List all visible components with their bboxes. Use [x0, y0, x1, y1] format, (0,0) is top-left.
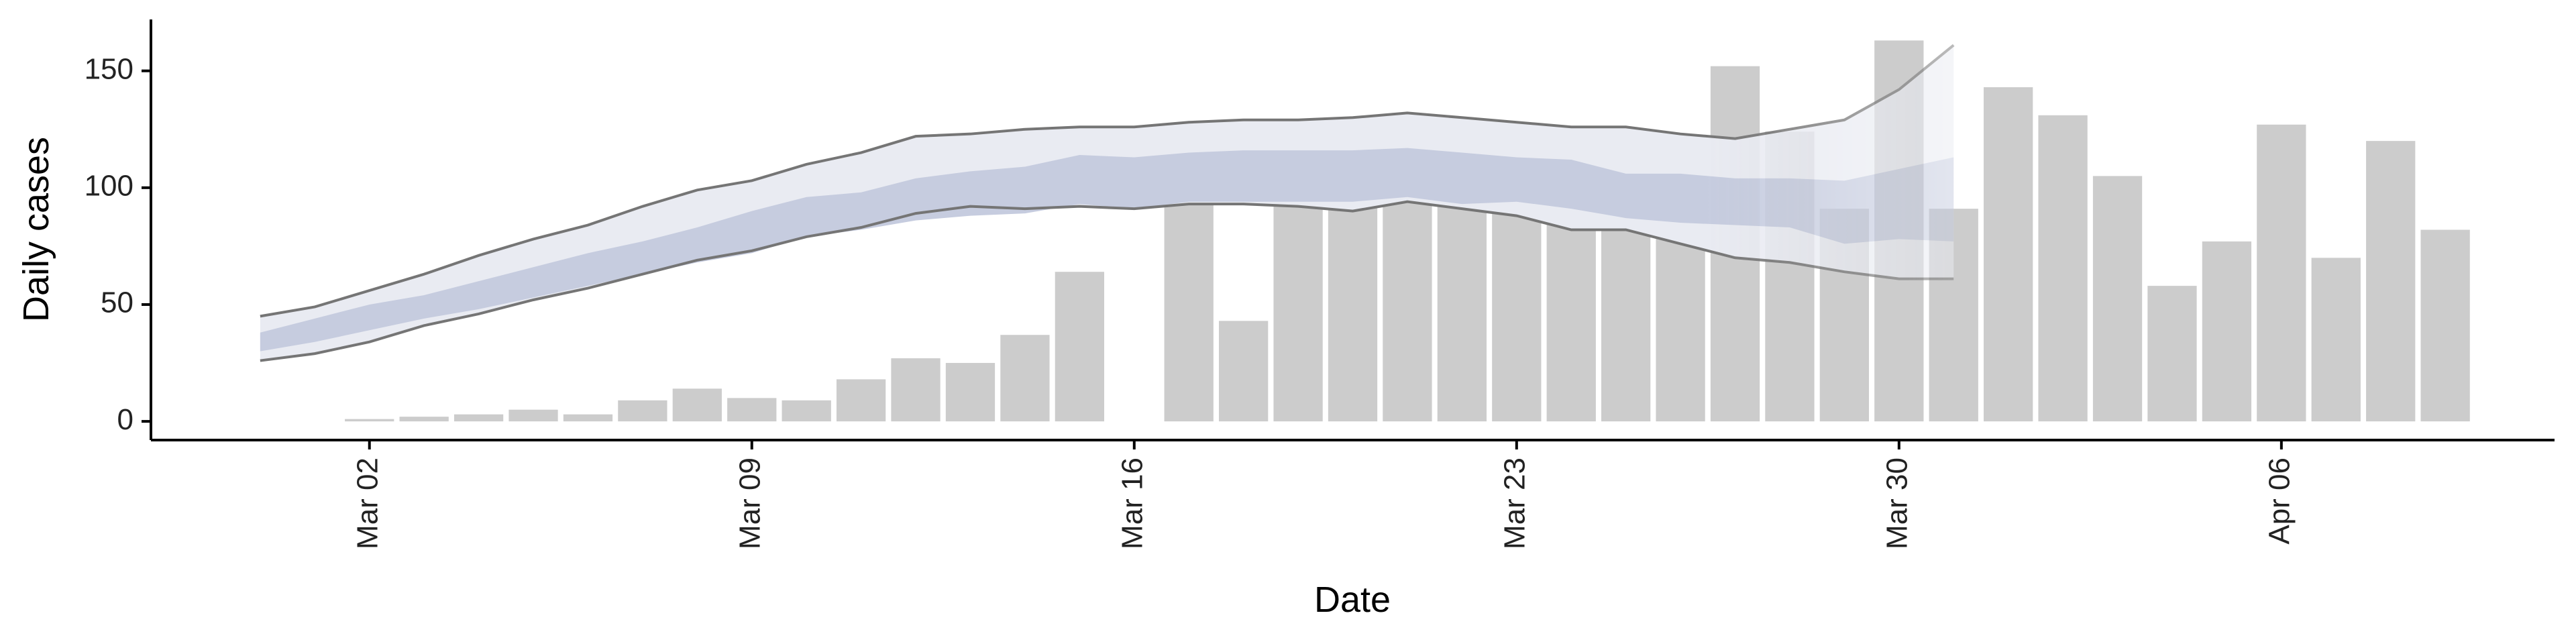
bar	[891, 358, 941, 422]
bar	[453, 414, 504, 422]
axes: 0 50 100 150 Mar 02 Mar 09 Mar 16 Mar 23 Mar 30 A…	[85, 19, 2555, 549]
x-tick-label: Apr 06	[2263, 458, 2296, 545]
x-tick-label: Mar 02	[351, 458, 384, 549]
y-axis-title: Daily cases	[16, 137, 56, 322]
bar	[2420, 229, 2470, 422]
x-axis-title: Date	[1314, 580, 1391, 620]
bar	[1984, 87, 2033, 422]
bar	[1000, 335, 1050, 422]
bar	[1218, 321, 1269, 422]
x-tick-label: Mar 16	[1116, 458, 1148, 549]
bar	[1164, 164, 1214, 422]
y-tick-label: 150	[85, 52, 133, 85]
bar	[618, 400, 667, 422]
bar	[727, 398, 777, 422]
bar	[399, 417, 449, 422]
bar	[2311, 258, 2361, 422]
bar	[2257, 124, 2306, 422]
model-bands	[260, 44, 1955, 362]
x-tick-label: Mar 09	[733, 458, 766, 549]
bar	[1328, 180, 1378, 422]
bar	[1055, 272, 1104, 422]
bar	[672, 388, 722, 422]
bar	[1273, 199, 1323, 422]
bar	[2092, 176, 2143, 422]
bar	[1383, 187, 1432, 422]
x-tick-label: Mar 23	[1498, 458, 1531, 549]
bar	[2038, 115, 2088, 422]
band-area	[260, 148, 1954, 352]
bar	[2147, 286, 2197, 422]
bar	[345, 419, 394, 422]
bar	[563, 414, 613, 422]
bar	[2202, 241, 2252, 422]
y-tick-label: 50	[101, 286, 133, 319]
bar	[1601, 215, 1651, 422]
y-tick-label: 0	[117, 403, 133, 436]
bar	[782, 400, 831, 422]
bar	[2366, 141, 2416, 422]
bar	[508, 409, 558, 422]
x-tick-label: Mar 30	[1880, 458, 1913, 549]
y-tick-label: 100	[85, 169, 133, 202]
bar	[836, 379, 886, 422]
band-upper-line	[260, 44, 1955, 318]
bar	[945, 363, 996, 422]
band-lower-line	[260, 200, 1954, 362]
